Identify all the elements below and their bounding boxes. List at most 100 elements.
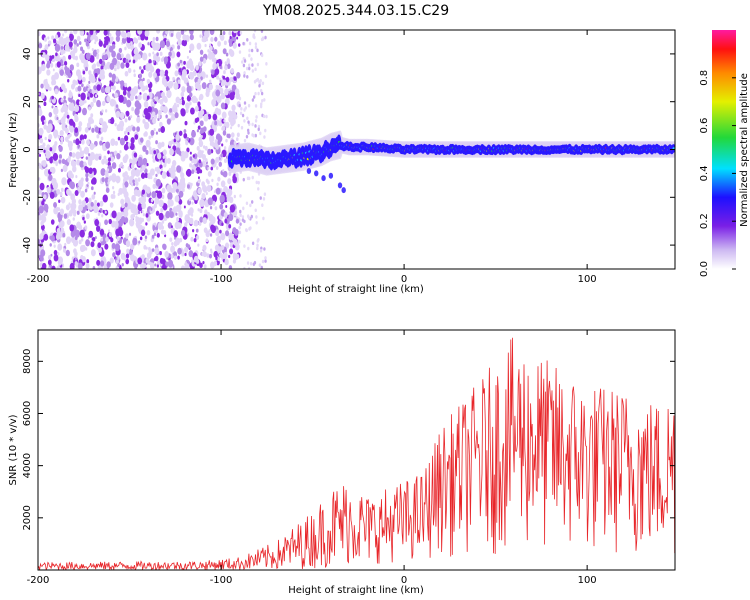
- sparse-point: [249, 203, 252, 208]
- snr-ylabel: SNR (10 * v/v): [8, 414, 19, 485]
- noise-point: [137, 156, 143, 165]
- x-tick-label: -200: [27, 274, 50, 285]
- noise-point: [44, 44, 49, 51]
- noise-point: [224, 219, 228, 224]
- noise-point: [152, 117, 157, 124]
- noise-point: [166, 118, 171, 125]
- noise-point: [232, 30, 238, 34]
- noise-point: [96, 259, 101, 266]
- noise-point: [189, 71, 192, 76]
- noise-point: [120, 198, 125, 205]
- noise-point: [127, 87, 130, 92]
- noise-point: [45, 78, 48, 82]
- y-tick-label: 2000: [22, 505, 33, 530]
- noise-point: [200, 127, 205, 134]
- noise-point: [74, 127, 79, 134]
- noise-point: [114, 122, 117, 127]
- noise-point: [55, 162, 58, 167]
- noise-point: [209, 45, 213, 51]
- sparse-point: [239, 111, 243, 116]
- noise-point: [140, 229, 146, 237]
- noise-point: [69, 125, 75, 133]
- noise-point: [223, 158, 228, 163]
- noise-point: [60, 59, 64, 65]
- noise-point: [161, 194, 165, 200]
- colorbar-label: Normalized spectral amplitude: [739, 73, 750, 227]
- noise-point: [180, 265, 185, 269]
- noise-point: [197, 176, 200, 180]
- noise-point: [48, 174, 53, 182]
- noise-point: [230, 126, 233, 130]
- noise-point: [53, 202, 58, 208]
- sparse-point: [246, 261, 250, 265]
- noise-point: [169, 237, 173, 242]
- noise-point: [81, 200, 87, 208]
- noise-point: [167, 80, 173, 89]
- noise-point: [161, 220, 165, 224]
- noise-point: [131, 194, 136, 202]
- noise-point: [201, 82, 207, 90]
- noise-point: [48, 86, 52, 92]
- noise-point: [181, 69, 188, 77]
- noise-point: [68, 102, 74, 111]
- noise-point: [90, 116, 93, 121]
- sparse-point: [261, 98, 264, 103]
- noise-point: [210, 216, 216, 225]
- noise-point: [235, 253, 240, 260]
- sparse-point: [238, 225, 241, 230]
- noise-point: [87, 159, 93, 166]
- noise-point: [219, 33, 224, 39]
- noise-point: [49, 235, 52, 240]
- noise-point: [152, 158, 156, 163]
- sparse-point: [264, 256, 267, 260]
- noise-point: [232, 42, 237, 49]
- noise-point: [177, 255, 180, 260]
- noise-point: [197, 125, 201, 130]
- noise-point: [149, 91, 153, 97]
- sparse-point: [247, 63, 251, 68]
- sparse-point: [256, 239, 259, 243]
- noise-point: [199, 34, 202, 38]
- noise-point: [209, 134, 215, 143]
- noise-point: [65, 36, 70, 44]
- noise-point: [181, 99, 186, 106]
- noise-point: [152, 98, 155, 103]
- noise-point: [127, 142, 131, 147]
- noise-point: [183, 60, 186, 65]
- noise-point: [139, 236, 143, 241]
- noise-point: [186, 64, 190, 69]
- colorbar-gradient: [712, 30, 736, 269]
- noise-point: [59, 208, 65, 215]
- noise-point: [115, 259, 119, 264]
- noise-point: [186, 184, 190, 189]
- noise-point: [119, 125, 124, 132]
- noise-point: [148, 135, 152, 140]
- noise-point: [42, 63, 45, 68]
- noise-point: [162, 155, 166, 160]
- noise-point: [92, 265, 96, 269]
- noise-point: [119, 112, 125, 120]
- noise-point: [152, 42, 158, 51]
- noise-point: [225, 76, 230, 83]
- noise-point: [85, 239, 91, 247]
- noise-point: [202, 244, 207, 252]
- sparse-point: [264, 35, 267, 40]
- noise-point: [162, 149, 167, 156]
- noise-point: [124, 202, 128, 208]
- noise-point: [51, 105, 54, 109]
- noise-point: [113, 220, 119, 229]
- noise-point: [78, 239, 82, 245]
- noise-point: [153, 232, 157, 237]
- noise-point: [165, 261, 169, 266]
- noise-point: [152, 225, 156, 230]
- sparse-point: [248, 53, 251, 58]
- noise-point: [107, 178, 111, 183]
- noise-point: [233, 252, 236, 256]
- noise-point: [185, 140, 189, 146]
- noise-point: [134, 100, 140, 109]
- noise-point: [118, 226, 123, 233]
- noise-point: [77, 85, 82, 92]
- noise-point: [150, 129, 155, 136]
- noise-point: [63, 113, 67, 119]
- noise-point: [47, 254, 52, 261]
